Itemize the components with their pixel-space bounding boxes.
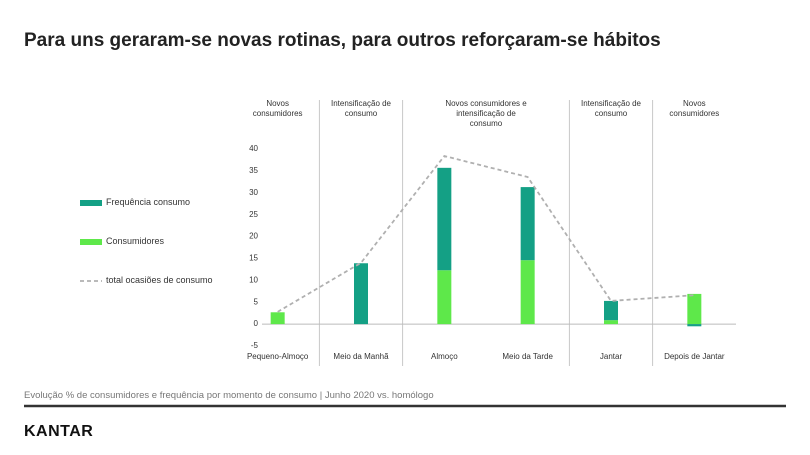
chart-title: Para uns geraram-se novas rotinas, para … — [24, 30, 661, 51]
legend-label: Consumidores — [106, 236, 165, 246]
legend-swatch — [80, 239, 102, 245]
bar — [437, 270, 452, 325]
group-label: Novos consumidores — [252, 99, 303, 118]
y-tick-label: 15 — [249, 254, 258, 263]
bar — [604, 300, 618, 321]
y-tick-label: 30 — [249, 188, 258, 197]
bar — [354, 263, 368, 325]
x-tick-label: Pequeno-Almoço — [246, 352, 309, 361]
x-tick-label: Almoço — [430, 352, 458, 361]
bar — [437, 167, 452, 271]
legend-label: Frequência consumo — [106, 197, 191, 207]
y-tick-label: -5 — [251, 341, 259, 350]
group-label: Intensificação de consumo — [330, 99, 392, 118]
bar — [604, 320, 618, 325]
group-label: Novos consumidores e intensificação de c… — [445, 99, 527, 128]
x-tick-label: Depois de Jantar — [664, 352, 725, 361]
y-tick-label: 35 — [249, 166, 258, 175]
y-tick-label: 20 — [249, 232, 258, 241]
bar — [270, 312, 285, 325]
x-tick-label: Jantar — [599, 352, 623, 361]
bar — [520, 187, 535, 261]
footnote: Evolução % de consumidores e frequência … — [24, 390, 434, 401]
x-tick-label: Meio da Manhã — [333, 352, 389, 361]
group-label: Novos consumidores — [669, 99, 720, 118]
bar — [687, 324, 702, 327]
bar — [520, 260, 535, 325]
group-label: Intensificação de consumo — [580, 99, 642, 118]
logo: KANTAR — [24, 423, 94, 440]
y-tick-label: 25 — [249, 210, 258, 219]
y-tick-label: 0 — [254, 319, 259, 328]
y-tick-label: 10 — [249, 275, 258, 284]
legend-swatch — [80, 200, 102, 206]
bar — [687, 293, 702, 325]
x-tick-label: Meio da Tarde — [502, 352, 553, 361]
line — [277, 154, 695, 313]
y-tick-label: 5 — [254, 297, 259, 306]
legend-label: total ocasiões de consumo — [106, 275, 213, 285]
y-tick-label: 40 — [249, 144, 258, 153]
